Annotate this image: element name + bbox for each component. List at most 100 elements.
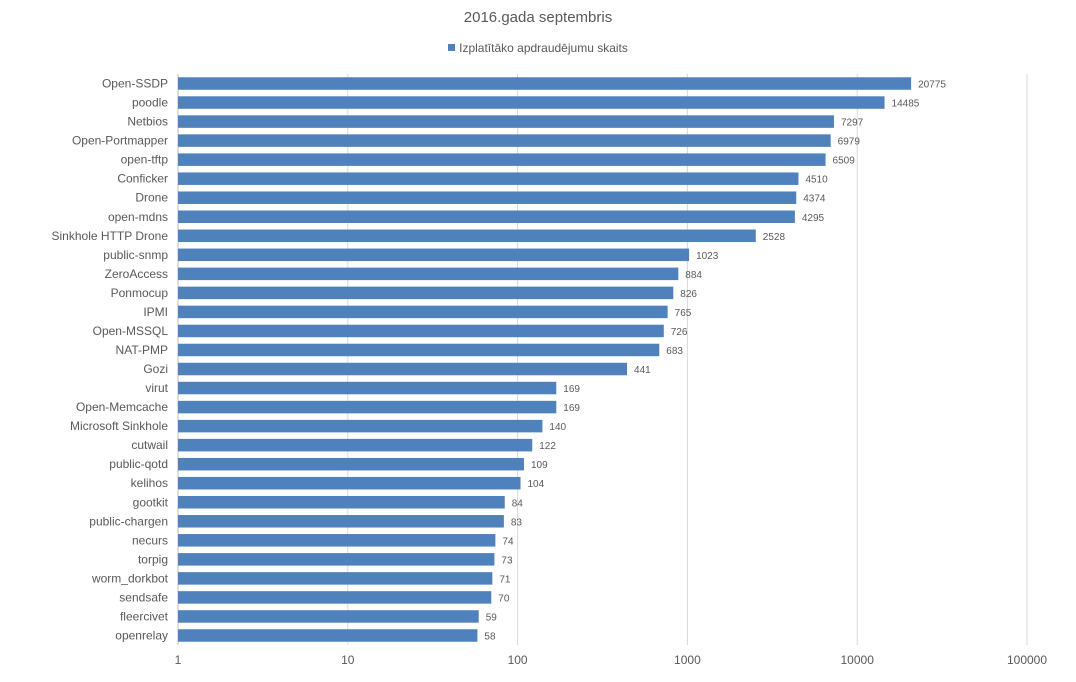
data-label: 73 bbox=[501, 555, 513, 566]
data-label: 4374 bbox=[803, 194, 826, 205]
bar bbox=[178, 457, 524, 471]
category-label: Sinkhole HTTP Drone bbox=[52, 229, 169, 243]
category-label: Open-Portmapper bbox=[72, 134, 168, 148]
bar bbox=[178, 419, 543, 433]
category-label: Open-SSDP bbox=[102, 77, 168, 91]
category-label: gootkit bbox=[133, 495, 169, 509]
bar bbox=[178, 400, 557, 414]
bar bbox=[178, 229, 756, 243]
category-label: virut bbox=[145, 381, 168, 395]
bar bbox=[178, 553, 495, 566]
bar bbox=[178, 515, 504, 528]
data-label: 71 bbox=[499, 574, 511, 585]
data-label: 169 bbox=[563, 403, 580, 414]
category-label: ZeroAccess bbox=[105, 267, 168, 281]
data-label: 58 bbox=[484, 631, 496, 642]
data-label: 4295 bbox=[802, 213, 825, 224]
x-tick-label: 100000 bbox=[1007, 653, 1047, 667]
bar bbox=[178, 610, 479, 623]
category-label: Microsoft Sinkhole bbox=[70, 419, 168, 433]
data-label: 2528 bbox=[763, 232, 786, 243]
data-label: 4510 bbox=[805, 175, 828, 186]
category-label: Open-Memcache bbox=[76, 400, 168, 414]
data-label: 70 bbox=[498, 593, 510, 604]
category-label: public-chargen bbox=[89, 514, 168, 528]
category-label: Netbios bbox=[127, 115, 168, 129]
bar bbox=[178, 629, 478, 642]
data-label: 20775 bbox=[918, 80, 946, 91]
data-label: 6979 bbox=[838, 137, 861, 148]
chart-title: 2016.gada septembris bbox=[463, 9, 613, 26]
x-tick-label: 1000 bbox=[674, 653, 701, 667]
data-label: 1023 bbox=[696, 251, 719, 262]
bar bbox=[178, 267, 679, 281]
category-label: sendsafe bbox=[119, 590, 168, 604]
category-label: NAT-PMP bbox=[116, 343, 168, 357]
category-label: cutwail bbox=[131, 438, 168, 452]
bar bbox=[178, 438, 533, 452]
legend-swatch bbox=[448, 44, 456, 51]
bar bbox=[178, 476, 521, 490]
category-label: public-snmp bbox=[103, 248, 168, 262]
data-label: 59 bbox=[486, 612, 498, 623]
bar bbox=[178, 496, 505, 509]
bar bbox=[178, 191, 797, 204]
legend: Izplatītāko apdraudējumu skaits bbox=[0, 41, 1076, 55]
data-label: 104 bbox=[527, 479, 544, 490]
data-label: 441 bbox=[634, 365, 651, 376]
category-label: IPMI bbox=[143, 305, 168, 319]
category-label: Drone bbox=[135, 191, 168, 205]
category-label: fleercivet bbox=[120, 609, 169, 623]
category-label: Ponmocup bbox=[111, 286, 169, 300]
category-label: poodle bbox=[132, 96, 168, 110]
bar bbox=[178, 153, 826, 166]
x-tick-label: 10 bbox=[341, 653, 355, 667]
x-tick-label: 1 bbox=[175, 653, 182, 667]
legend-label: Izplatītāko apdraudējumu skaits bbox=[459, 41, 628, 55]
category-label: Open-MSSQL bbox=[93, 324, 169, 338]
x-tick-label: 100 bbox=[508, 653, 528, 667]
bar bbox=[178, 134, 831, 147]
bar bbox=[178, 381, 557, 395]
bar bbox=[178, 210, 795, 223]
bar bbox=[178, 324, 664, 338]
category-label: worm_dorkbot bbox=[91, 571, 169, 585]
category-label: Gozi bbox=[143, 362, 168, 376]
data-label: 140 bbox=[549, 422, 566, 433]
category-label: openrelay bbox=[115, 628, 168, 642]
data-label: 74 bbox=[502, 536, 514, 547]
bar bbox=[178, 362, 628, 376]
data-label: 765 bbox=[675, 308, 692, 319]
data-label: 169 bbox=[563, 384, 580, 395]
bar bbox=[178, 591, 492, 604]
category-label: torpig bbox=[138, 552, 168, 566]
data-label: 826 bbox=[680, 289, 697, 300]
bar bbox=[178, 572, 493, 585]
bar bbox=[178, 305, 668, 319]
bar bbox=[178, 534, 496, 547]
category-label: kelihos bbox=[131, 476, 168, 490]
data-label: 884 bbox=[685, 270, 702, 281]
data-label: 84 bbox=[512, 498, 524, 509]
bar bbox=[178, 343, 660, 357]
x-tick-label: 10000 bbox=[841, 653, 875, 667]
bar bbox=[178, 115, 834, 128]
data-label: 122 bbox=[539, 441, 556, 452]
category-label: open-mdns bbox=[108, 210, 168, 224]
data-label: 683 bbox=[666, 346, 683, 357]
data-label: 14485 bbox=[892, 99, 920, 110]
category-label: Conficker bbox=[117, 172, 168, 186]
data-label: 7297 bbox=[841, 118, 864, 129]
category-label: open-tftp bbox=[121, 153, 169, 167]
category-label: public-qotd bbox=[109, 457, 168, 471]
bar bbox=[178, 172, 799, 185]
bar bbox=[178, 96, 885, 109]
bar bbox=[178, 286, 674, 300]
bar bbox=[178, 248, 690, 262]
data-label: 83 bbox=[511, 517, 523, 528]
category-label: necurs bbox=[132, 533, 168, 547]
bar bbox=[178, 77, 912, 90]
data-label: 6509 bbox=[833, 156, 856, 167]
